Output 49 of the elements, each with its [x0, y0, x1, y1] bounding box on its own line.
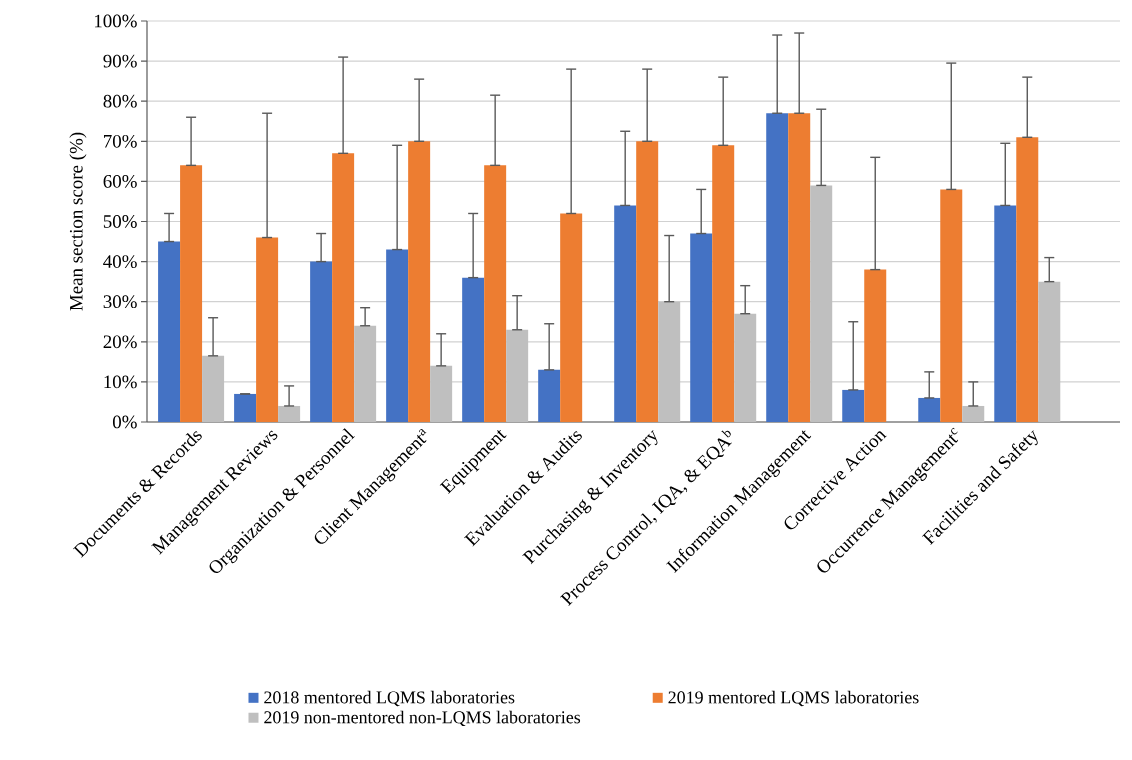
bar — [256, 237, 279, 422]
bar — [506, 329, 529, 422]
bar — [354, 325, 377, 422]
bar — [690, 233, 713, 422]
y-tick-label: 90% — [103, 54, 137, 68]
bar — [1038, 281, 1061, 422]
bar — [538, 369, 561, 422]
bar — [234, 393, 257, 422]
bar — [560, 213, 583, 422]
y-tick-label: 70% — [104, 134, 137, 148]
y-tick-label: 0% — [112, 415, 137, 429]
y-tick-label: 50% — [103, 215, 137, 228]
bar — [918, 397, 941, 422]
y-axis-title: Mean section score (%) — [69, 132, 87, 311]
y-tick-label: 20% — [103, 335, 137, 349]
bar — [864, 269, 887, 422]
bar — [810, 185, 833, 422]
bar — [158, 241, 181, 422]
bar — [766, 113, 789, 422]
y-tick-label: 30% — [103, 295, 137, 309]
bar — [278, 405, 301, 422]
bar — [658, 301, 681, 422]
bar — [310, 261, 333, 422]
legend-label: 2019 mentored LQMS laboratories — [668, 690, 919, 707]
bar — [940, 189, 963, 422]
bar — [386, 249, 409, 422]
bar — [994, 205, 1017, 422]
y-tick-label: 80% — [103, 94, 137, 108]
bar — [202, 355, 225, 422]
bar — [842, 389, 865, 422]
bar — [484, 165, 507, 422]
bar — [614, 205, 637, 422]
legend-label: 2018 mentored LQMS laboratories — [264, 690, 515, 707]
legend-label: 2019 non-mentored non-LQMS laboratories — [264, 710, 581, 727]
bar — [788, 113, 811, 422]
y-tick-label: 60% — [103, 174, 137, 188]
bar — [332, 153, 355, 422]
bar — [712, 145, 735, 422]
bar — [430, 365, 453, 422]
y-tick-label: 40% — [103, 255, 137, 269]
y-tick-label: 100% — [94, 14, 137, 28]
bar — [408, 141, 431, 422]
bar — [180, 165, 203, 422]
bar — [1016, 137, 1039, 422]
bar — [462, 277, 485, 422]
bar — [636, 141, 659, 422]
bar — [962, 405, 985, 422]
bar — [734, 313, 757, 422]
y-tick-label: 10% — [104, 375, 137, 389]
